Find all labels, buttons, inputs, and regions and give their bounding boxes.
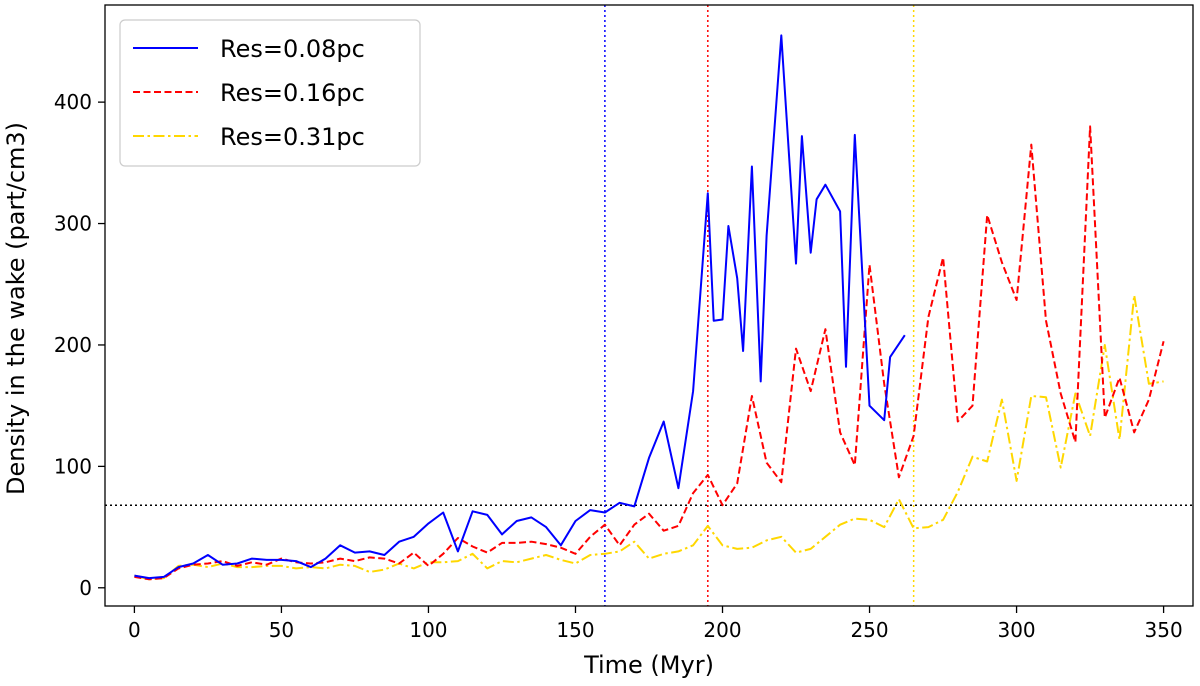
x-tick-label: 250: [850, 618, 888, 642]
y-tick-label: 400: [54, 90, 92, 114]
y-tick-label: 200: [54, 333, 92, 357]
legend: Res=0.08pc Res=0.16pc Res=0.31pc: [119, 19, 421, 167]
y-tick-label: 300: [54, 212, 92, 236]
x-axis: 0 50 100 150 200 250 300 350: [128, 606, 1183, 642]
x-tick-label: 50: [269, 618, 294, 642]
x-tick-label: 350: [1145, 618, 1183, 642]
legend-label-2: Res=0.31pc: [220, 123, 365, 151]
x-tick-label: 300: [997, 618, 1035, 642]
plot-frame: [104, 4, 1194, 607]
series-line-1: [134, 125, 1165, 581]
legend-box: [119, 19, 421, 167]
series-line-2: [134, 294, 1164, 581]
x-tick-label: 200: [703, 618, 741, 642]
legend-label-1: Res=0.16pc: [220, 79, 365, 107]
legend-label-0: Res=0.08pc: [220, 35, 365, 63]
x-tick-label: 100: [409, 618, 447, 642]
x-tick-label: 0: [128, 618, 141, 642]
series-line-0: [134, 34, 906, 580]
y-tick-label: 100: [54, 454, 92, 478]
plot-content: [105, 5, 1193, 606]
x-axis-label: Time (Myr): [583, 651, 714, 679]
y-axis-label: Density in the wake (part/cm3): [2, 122, 30, 495]
x-tick-label: 150: [556, 618, 594, 642]
y-tick-label: 0: [79, 576, 92, 600]
y-axis: 0 100 200 300 400: [54, 90, 105, 600]
